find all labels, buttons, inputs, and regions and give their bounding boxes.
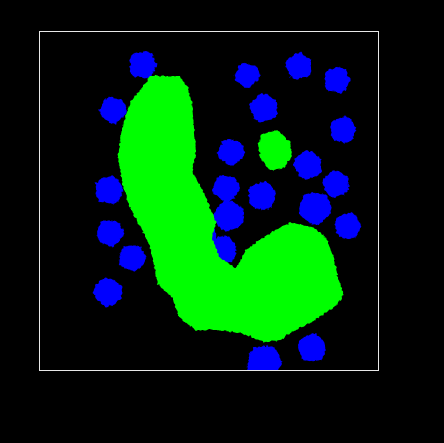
enemy-cell[interactable] [249,93,278,123]
player-small-blob[interactable] [258,130,292,170]
enemy-cell[interactable] [217,138,245,166]
enemy-cell[interactable] [248,181,276,210]
enemy-cell[interactable] [99,96,127,124]
enemy-cell[interactable] [234,62,260,88]
enemy-cell[interactable] [285,52,312,80]
enemy-cell[interactable] [93,277,122,307]
enemy-cell[interactable] [335,212,361,239]
enemy-cell[interactable] [247,345,282,371]
enemy-cell[interactable] [330,116,357,144]
player-blobs [118,76,344,342]
game-board[interactable] [39,31,379,371]
enemy-cell[interactable] [212,175,240,202]
enemy-cell[interactable] [322,170,349,198]
enemy-cells [93,50,361,371]
enemy-cell[interactable] [293,150,322,180]
enemy-cell[interactable] [298,333,326,362]
enemy-cell[interactable] [213,200,244,232]
playfield[interactable] [40,32,379,371]
enemy-cell[interactable] [299,192,332,225]
enemy-cell[interactable] [97,220,124,247]
player-main-blob[interactable] [118,76,344,342]
enemy-cell[interactable] [129,50,158,80]
enemy-cell[interactable] [95,175,124,204]
enemy-cell[interactable] [324,66,351,94]
enemy-cell[interactable] [119,245,146,272]
